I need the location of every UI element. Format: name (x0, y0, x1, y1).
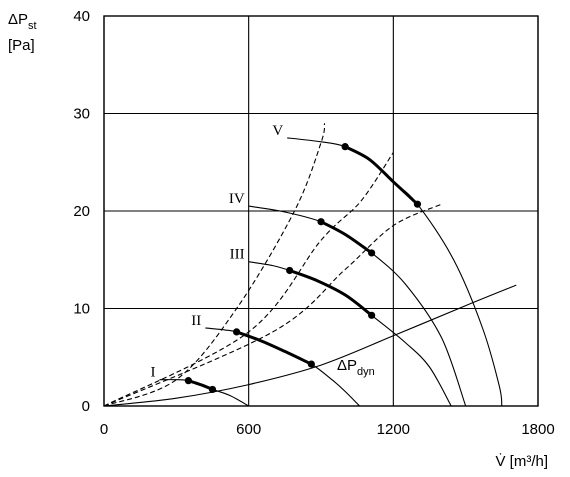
operating-range-v (344, 145, 419, 206)
system-curve-3 (103, 203, 442, 407)
operating-point-v-2 (413, 200, 422, 208)
operating-range-iii (289, 269, 373, 317)
system-curve-2 (103, 152, 394, 407)
curve-label-v: V (272, 123, 283, 139)
y-tick-label-1: 10 (73, 301, 90, 318)
grid (103, 15, 539, 407)
operating-range-ii (236, 330, 313, 366)
system-curves (103, 123, 442, 407)
y-tick-label-3: 30 (73, 106, 90, 123)
tick-labels: 0 600 1200 1800 0 10 20 30 40 (73, 8, 554, 438)
dynamic-pressure-curve (103, 284, 517, 407)
y-tick-label-2: 20 (73, 203, 90, 220)
operating-point-i-1 (184, 377, 192, 385)
operating-point-v-1 (341, 143, 349, 151)
operating-range-i (187, 379, 214, 391)
x-tick-label-1: 600 (236, 421, 261, 438)
curve-label-ii: II (191, 313, 201, 329)
curve-label-iv: IV (229, 191, 245, 207)
fan-curve-i (159, 379, 249, 407)
x-tick-label-0: 0 (100, 421, 108, 438)
y-axis-unit: [Pa] (8, 37, 35, 54)
operating-point-iv-2 (368, 249, 376, 257)
operating-point-iii-2 (368, 311, 376, 319)
y-axis-label: ΔPst (8, 11, 37, 32)
curve-label-i: I (150, 365, 155, 381)
operating-point-ii-1 (233, 328, 241, 336)
plot-frame (103, 15, 539, 407)
dynamic-pressure-line (103, 284, 517, 407)
fan-curve-iii (248, 261, 452, 407)
fan-curves (159, 137, 503, 407)
curve-label-iii: III (230, 247, 245, 263)
x-tick-label-3: 1800 (521, 421, 554, 438)
y-tick-label-4: 40 (73, 8, 90, 25)
system-curve-1 (103, 123, 326, 407)
operating-point-ii-2 (307, 360, 315, 368)
operating-range-iv (320, 220, 373, 255)
operating-point-iii-1 (286, 266, 294, 275)
operating-point-iv-1 (317, 218, 325, 226)
dynamic-pressure-label: ΔPdyn (337, 357, 375, 378)
x-axis-label: V̇ [m³/h] (495, 453, 548, 470)
x-tick-label-2: 1200 (377, 421, 410, 438)
y-tick-label-0: 0 (82, 398, 90, 415)
